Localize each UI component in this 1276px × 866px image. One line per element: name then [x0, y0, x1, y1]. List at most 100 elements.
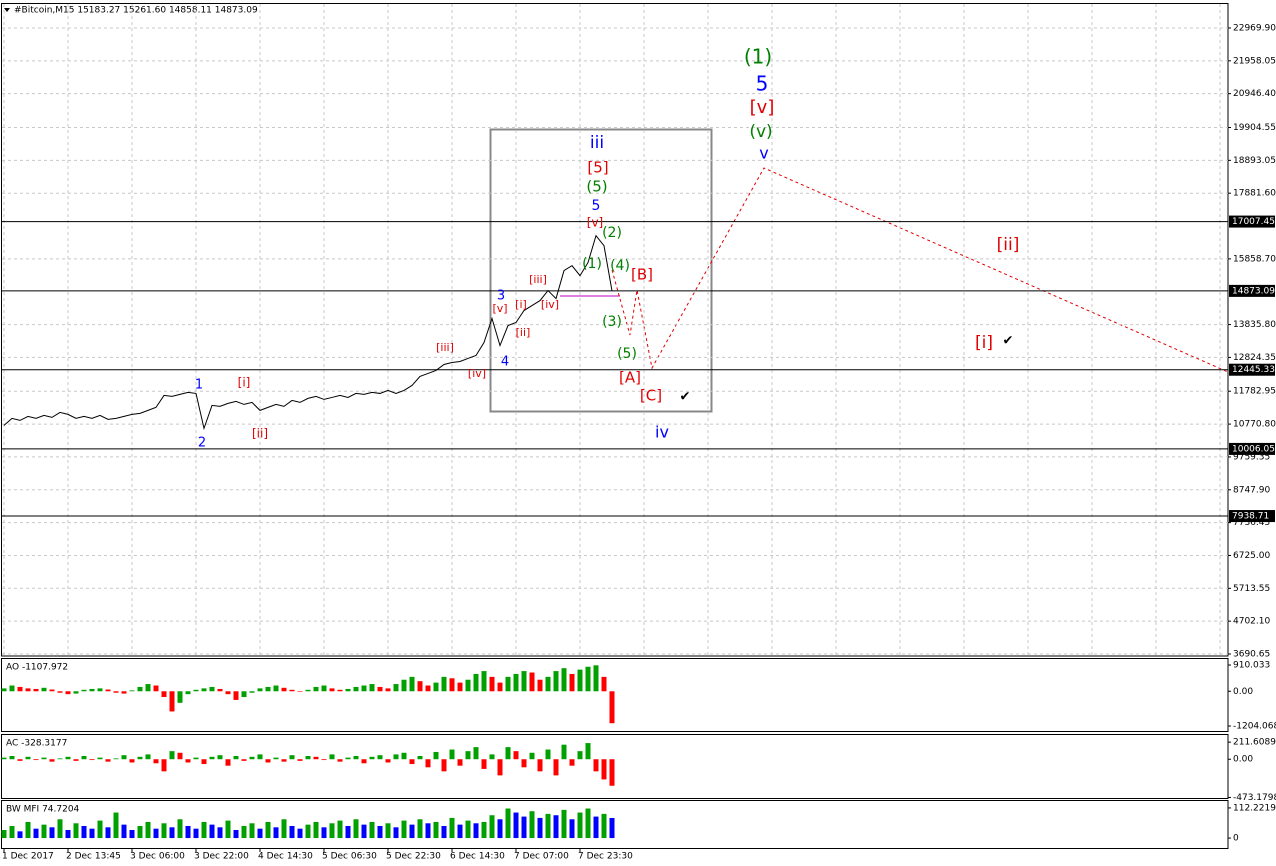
- bar: [481, 671, 487, 692]
- wave-label: (1): [582, 256, 602, 272]
- bar: [473, 747, 479, 760]
- bar: [257, 688, 263, 692]
- bar: [217, 827, 223, 839]
- bar: [177, 691, 183, 703]
- y-tick-label: 3690.65: [1233, 649, 1270, 659]
- wave-label: [iii]: [529, 273, 547, 286]
- bar: [433, 821, 439, 839]
- bar: [81, 825, 87, 839]
- bar: [489, 815, 495, 839]
- bar: [313, 686, 319, 692]
- x-tick-label: 3 Dec 06:00: [130, 852, 185, 862]
- bar: [57, 819, 63, 839]
- y-tick-label: 0.00: [1233, 755, 1253, 765]
- bar: [161, 823, 167, 839]
- level-label: 12445.33: [1232, 365, 1275, 375]
- bar: [73, 823, 79, 839]
- bar: [585, 743, 591, 760]
- bar: [121, 755, 127, 760]
- bar: [1, 688, 7, 692]
- bar: [185, 691, 191, 695]
- bar: [209, 824, 215, 839]
- bar: [273, 757, 279, 760]
- wave-label: [iv]: [541, 298, 559, 311]
- bar: [329, 823, 335, 839]
- wave-label: 5: [592, 198, 601, 214]
- y-tick-label: 21958.05: [1233, 56, 1276, 66]
- y-tick-label: 7736.45: [1233, 518, 1270, 528]
- wave-label: 4: [501, 355, 509, 370]
- wave-label: 1: [195, 378, 203, 393]
- bar: [121, 824, 127, 839]
- bar: [353, 819, 359, 839]
- bar: [233, 691, 239, 700]
- wave-label: ✔: [680, 390, 691, 405]
- bar: [257, 754, 263, 760]
- bar: [297, 691, 303, 692]
- panel-title: AO -1107.972: [6, 663, 68, 673]
- bar: [497, 759, 503, 776]
- bar: [73, 691, 79, 694]
- bar: [473, 673, 479, 692]
- main-panel: [1, 3, 1229, 657]
- x-tick-label: 2 Dec 13:45: [66, 852, 121, 862]
- bar: [449, 817, 455, 839]
- bar: [289, 755, 295, 760]
- bar: [225, 820, 231, 839]
- bar: [601, 813, 607, 839]
- y-tick-label: 12824.35: [1233, 353, 1276, 363]
- level-label-box: [1229, 284, 1275, 297]
- bar: [57, 758, 63, 760]
- bar: [569, 759, 575, 766]
- bar: [65, 830, 71, 839]
- bar: [441, 676, 447, 692]
- bar: [265, 821, 271, 839]
- wave-label: [iv]: [468, 367, 486, 380]
- bar: [97, 820, 103, 839]
- bar: [417, 819, 423, 839]
- bar: [49, 689, 55, 692]
- wave-label: [v]: [750, 97, 775, 118]
- bar: [265, 686, 271, 692]
- bar: [577, 751, 583, 760]
- bar: [241, 691, 247, 698]
- y-tick-label: 11782.95: [1233, 387, 1276, 397]
- level-label-box: [1229, 215, 1275, 228]
- bar: [97, 688, 103, 692]
- bar: [41, 824, 47, 839]
- panel-title: BW MFI 74.7204: [6, 805, 80, 815]
- bar: [489, 754, 495, 760]
- bar: [65, 691, 71, 695]
- bar: [337, 759, 343, 762]
- bar: [457, 682, 463, 692]
- bar: [17, 686, 23, 692]
- wave-label: [C]: [640, 387, 662, 405]
- bar: [321, 827, 327, 839]
- bar: [201, 688, 207, 692]
- y-tick-label: 13835.80: [1233, 320, 1276, 330]
- bar: [297, 759, 303, 761]
- bar: [89, 828, 95, 839]
- bar: [33, 759, 39, 761]
- bar: [577, 812, 583, 839]
- bar: [17, 759, 23, 761]
- bar: [377, 686, 383, 692]
- bar: [73, 759, 79, 761]
- x-tick-label: 3 Dec 22:00: [194, 852, 249, 862]
- bar: [401, 679, 407, 692]
- level-label-box: [1229, 510, 1275, 523]
- bar: [569, 673, 575, 692]
- bar: [129, 759, 135, 763]
- bar: [425, 759, 431, 768]
- bar: [121, 691, 127, 694]
- wave-label: (3): [602, 314, 622, 330]
- bar: [377, 825, 383, 839]
- bar: [361, 685, 367, 692]
- bar: [145, 821, 151, 839]
- wave-label: iii: [590, 133, 604, 153]
- wave-label: [i]: [238, 376, 251, 390]
- bar: [401, 752, 407, 760]
- bar: [465, 751, 471, 760]
- bar: [537, 817, 543, 839]
